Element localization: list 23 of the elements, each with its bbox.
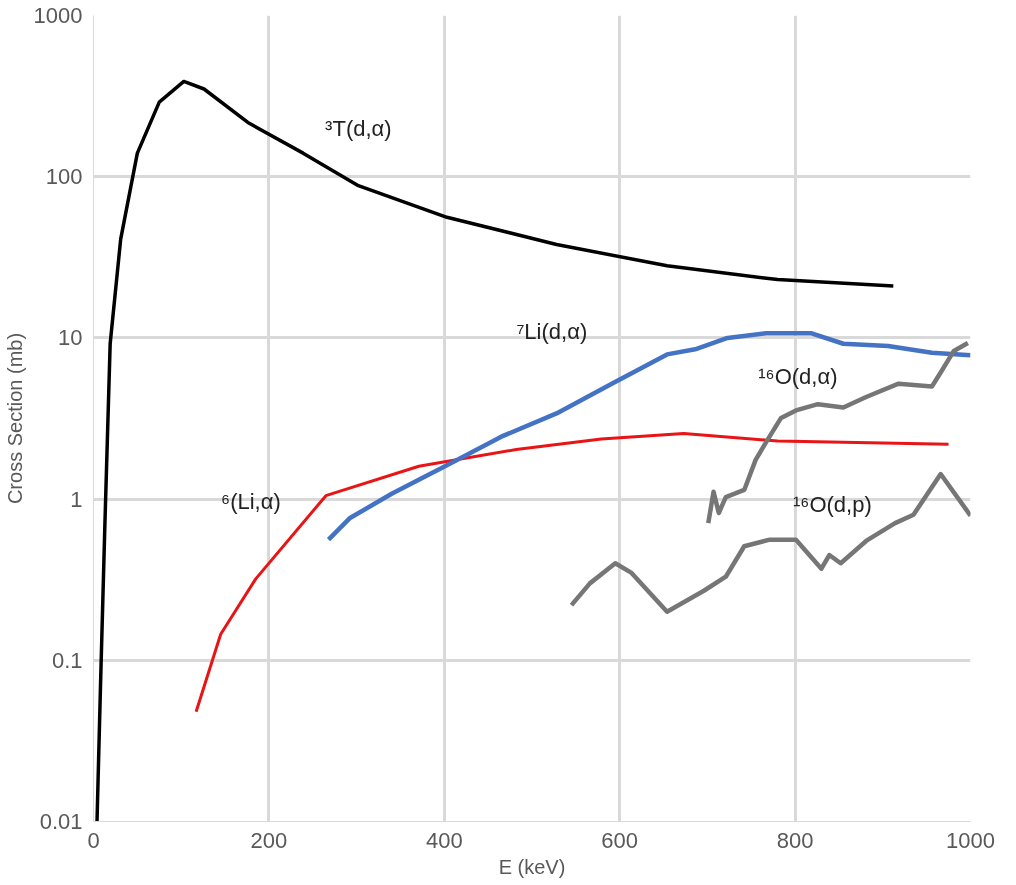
x-tick-label: 0 — [87, 827, 100, 853]
x-tick-label: 400 — [425, 827, 463, 853]
x-tick-label: 200 — [250, 827, 288, 853]
series-label: ⁶(Li,α) — [221, 489, 281, 515]
series-label: ¹⁶O(d,α) — [758, 363, 838, 389]
y-tick-label: 0.1 — [51, 647, 83, 673]
y-tick-label: 100 — [45, 164, 83, 190]
series-label: ¹⁶O(d,p) — [793, 492, 872, 518]
y-tick-label: 1000 — [33, 3, 83, 28]
line-series — [194, 432, 951, 714]
line-series — [95, 79, 896, 822]
line-series — [569, 471, 971, 615]
x-axis-title: E (keV) — [498, 855, 566, 878]
y-tick-label: 10 — [58, 325, 83, 351]
y-tick-label: 1 — [70, 486, 83, 512]
y-axis-title: Cross Section (mb) — [3, 332, 26, 505]
text: ⁷Li(d,α) — [516, 319, 588, 345]
x-tick-label: 800 — [776, 827, 814, 853]
x-tick-label: 1000 — [946, 827, 995, 853]
series-label: ³T(d,α) — [325, 116, 392, 142]
y-tick-label: 0.01 — [39, 809, 83, 834]
line-series — [706, 340, 971, 526]
x-tick-label: 600 — [601, 827, 639, 853]
